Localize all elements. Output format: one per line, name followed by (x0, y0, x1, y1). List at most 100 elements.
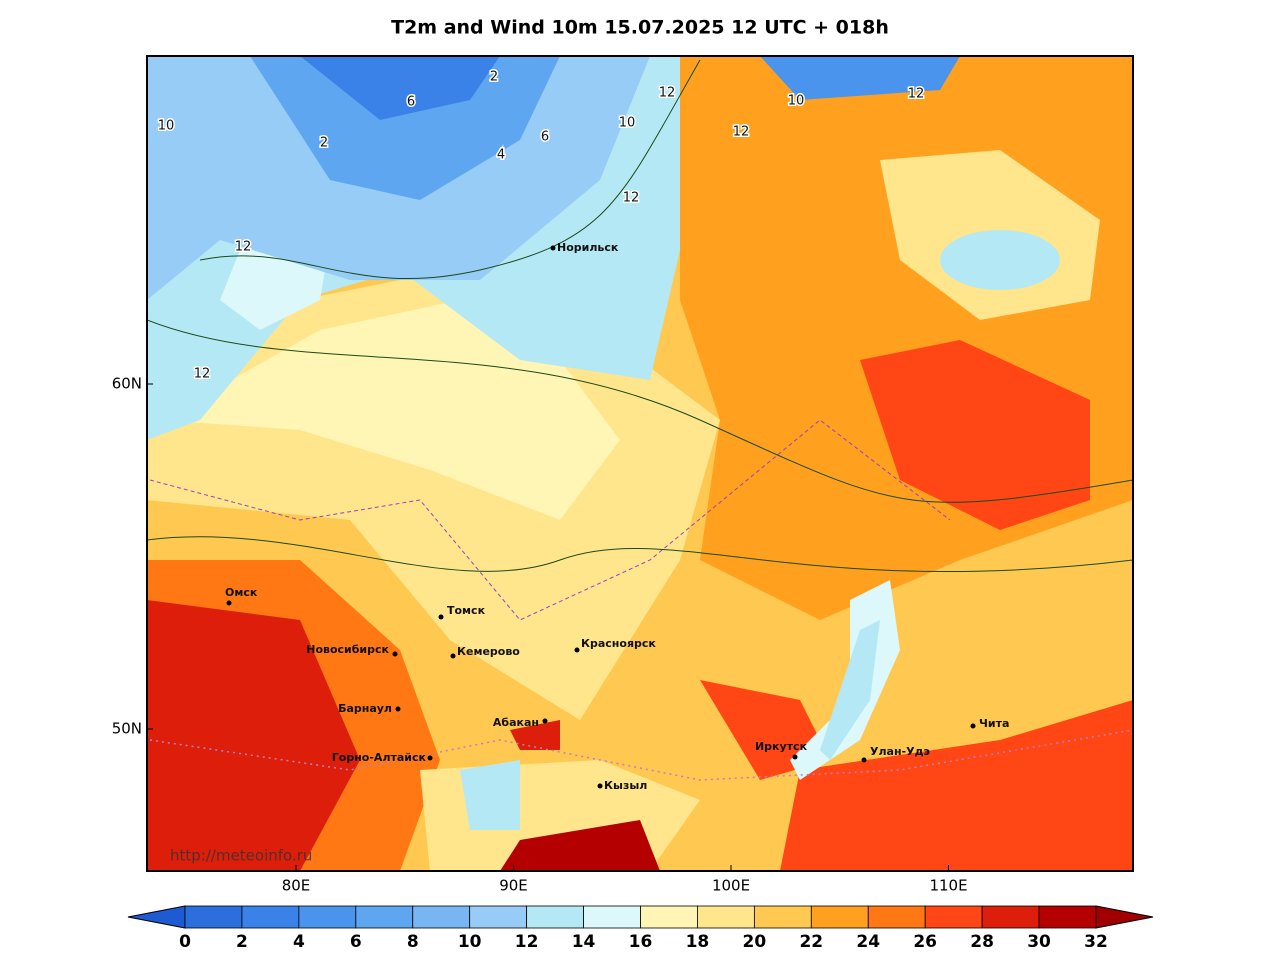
city-dot (597, 783, 603, 789)
colorbar-swatch (355, 905, 414, 929)
city-name: Барнаул (338, 702, 392, 715)
temperature-region (760, 56, 960, 100)
colorbar-label: 30 (1027, 932, 1051, 952)
city-dot (574, 647, 580, 653)
contour-label: 6 (407, 95, 415, 110)
temperature-region (860, 340, 1090, 530)
colorbar-label: 4 (293, 932, 305, 952)
city-dot (226, 600, 232, 606)
temperature-region (160, 300, 620, 520)
city-name: Абакан (493, 716, 539, 729)
colorbar-label: 10 (458, 932, 482, 952)
temperature-region (510, 720, 560, 750)
contour-label: 12 (908, 87, 925, 102)
contour-label: 12 (659, 86, 676, 101)
contour-label: 2 (490, 70, 498, 85)
city-dot (395, 706, 401, 712)
watermark: http://meteoinfo.ru (170, 847, 312, 865)
colorbar-swatch (640, 905, 698, 929)
city-dot (392, 651, 398, 657)
colorbar-swatch (469, 905, 528, 929)
lon-label: 100E (712, 877, 750, 895)
city-name: Кызыл (604, 779, 647, 792)
city-dot (450, 653, 456, 659)
city-name: Кемерово (457, 645, 520, 658)
city-name: Новосибирск (306, 643, 389, 656)
axis-labels: 60N 50N 80E 90E 100E 110E (112, 375, 968, 895)
city-dot (427, 755, 433, 761)
temperature-region (147, 600, 360, 871)
colorbar-label: 32 (1084, 932, 1108, 952)
temperature-region (300, 56, 500, 120)
city-dot (438, 614, 444, 620)
colorbar-label: 8 (407, 932, 419, 952)
colorbar-swatch (753, 905, 812, 929)
city-dot (542, 718, 548, 724)
colorbar-swatch (867, 905, 926, 929)
lon-label: 110E (929, 877, 967, 895)
map-frame (146, 55, 1134, 872)
colorbar-swatch (981, 905, 1040, 929)
city-dot (550, 245, 556, 251)
temperature-region (780, 700, 1133, 871)
temperature-region (500, 820, 660, 871)
colorbar-swatch (241, 905, 300, 929)
city-name: Чита (979, 717, 1009, 730)
colorbar-label: 16 (629, 932, 653, 952)
cities: Норильск Омск Томск Новосибирск Кемерово Крас… (225, 241, 1009, 792)
contour-label: 2 (320, 136, 328, 151)
colorbar-swatch (810, 905, 869, 929)
colorbar-label: 0 (179, 932, 191, 952)
colorbar-swatch (1038, 905, 1097, 929)
colorbar-label: 24 (856, 932, 880, 952)
colorbar-label: 20 (743, 932, 767, 952)
temperature-field (147, 56, 1133, 871)
city-name: Горно-Алтайск (332, 751, 427, 764)
colorbar-label: 2 (236, 932, 248, 952)
city-name: Улан-Удэ (870, 745, 930, 758)
city-name: Красноярск (581, 637, 656, 650)
temperature-region (820, 620, 880, 760)
title: T2m and Wind 10m 15.07.2025 12 UTC + 018… (391, 17, 889, 39)
contour-label: 12 (235, 240, 252, 255)
colorbar-swatch (526, 905, 584, 929)
temperature-region (250, 56, 560, 200)
colorbar-label: 12 (515, 932, 539, 952)
colorbar-under (127, 905, 186, 929)
contour-label: 4 (497, 148, 505, 163)
contour-label: 6 (541, 130, 549, 145)
city-dot (792, 754, 798, 760)
lon-label: 80E (282, 877, 311, 895)
colorbar-label: 18 (686, 932, 710, 952)
contour-label: 12 (623, 191, 640, 206)
colorbar-swatch (697, 905, 755, 929)
colorbar: 0 2 4 6 8 10 12 14 16 18 20 22 24 26 28 30 32 (127, 905, 1154, 952)
colorbar-swatch (412, 905, 471, 929)
colorbar-swatch (184, 905, 243, 929)
lat-label: 60N (112, 375, 142, 393)
temperature-region (460, 760, 520, 830)
contour-label: 10 (788, 94, 805, 109)
city-name: Омск (225, 586, 258, 599)
colorbar-swatch (583, 905, 641, 929)
colorbar-label: 6 (350, 932, 362, 952)
lat-label: 50N (112, 720, 142, 738)
temperature-region (940, 230, 1060, 290)
colorbar-swatch (924, 905, 983, 929)
city-name: Норильск (557, 241, 619, 254)
city-dot (861, 757, 867, 763)
city-dot (970, 723, 976, 729)
contour-label: 10 (158, 119, 175, 134)
contour-label: 12 (733, 125, 750, 140)
colorbar-over (1095, 905, 1154, 929)
city-name: Иркутск (755, 740, 808, 753)
contour-label: 12 (194, 367, 211, 382)
colorbar-label: 22 (799, 932, 823, 952)
contour-label: 10 (619, 116, 636, 131)
colorbar-label: 28 (970, 932, 994, 952)
colorbar-label: 14 (572, 932, 596, 952)
colorbar-label: 26 (913, 932, 937, 952)
city-name: Томск (447, 604, 486, 617)
colorbar-swatch (298, 905, 357, 929)
